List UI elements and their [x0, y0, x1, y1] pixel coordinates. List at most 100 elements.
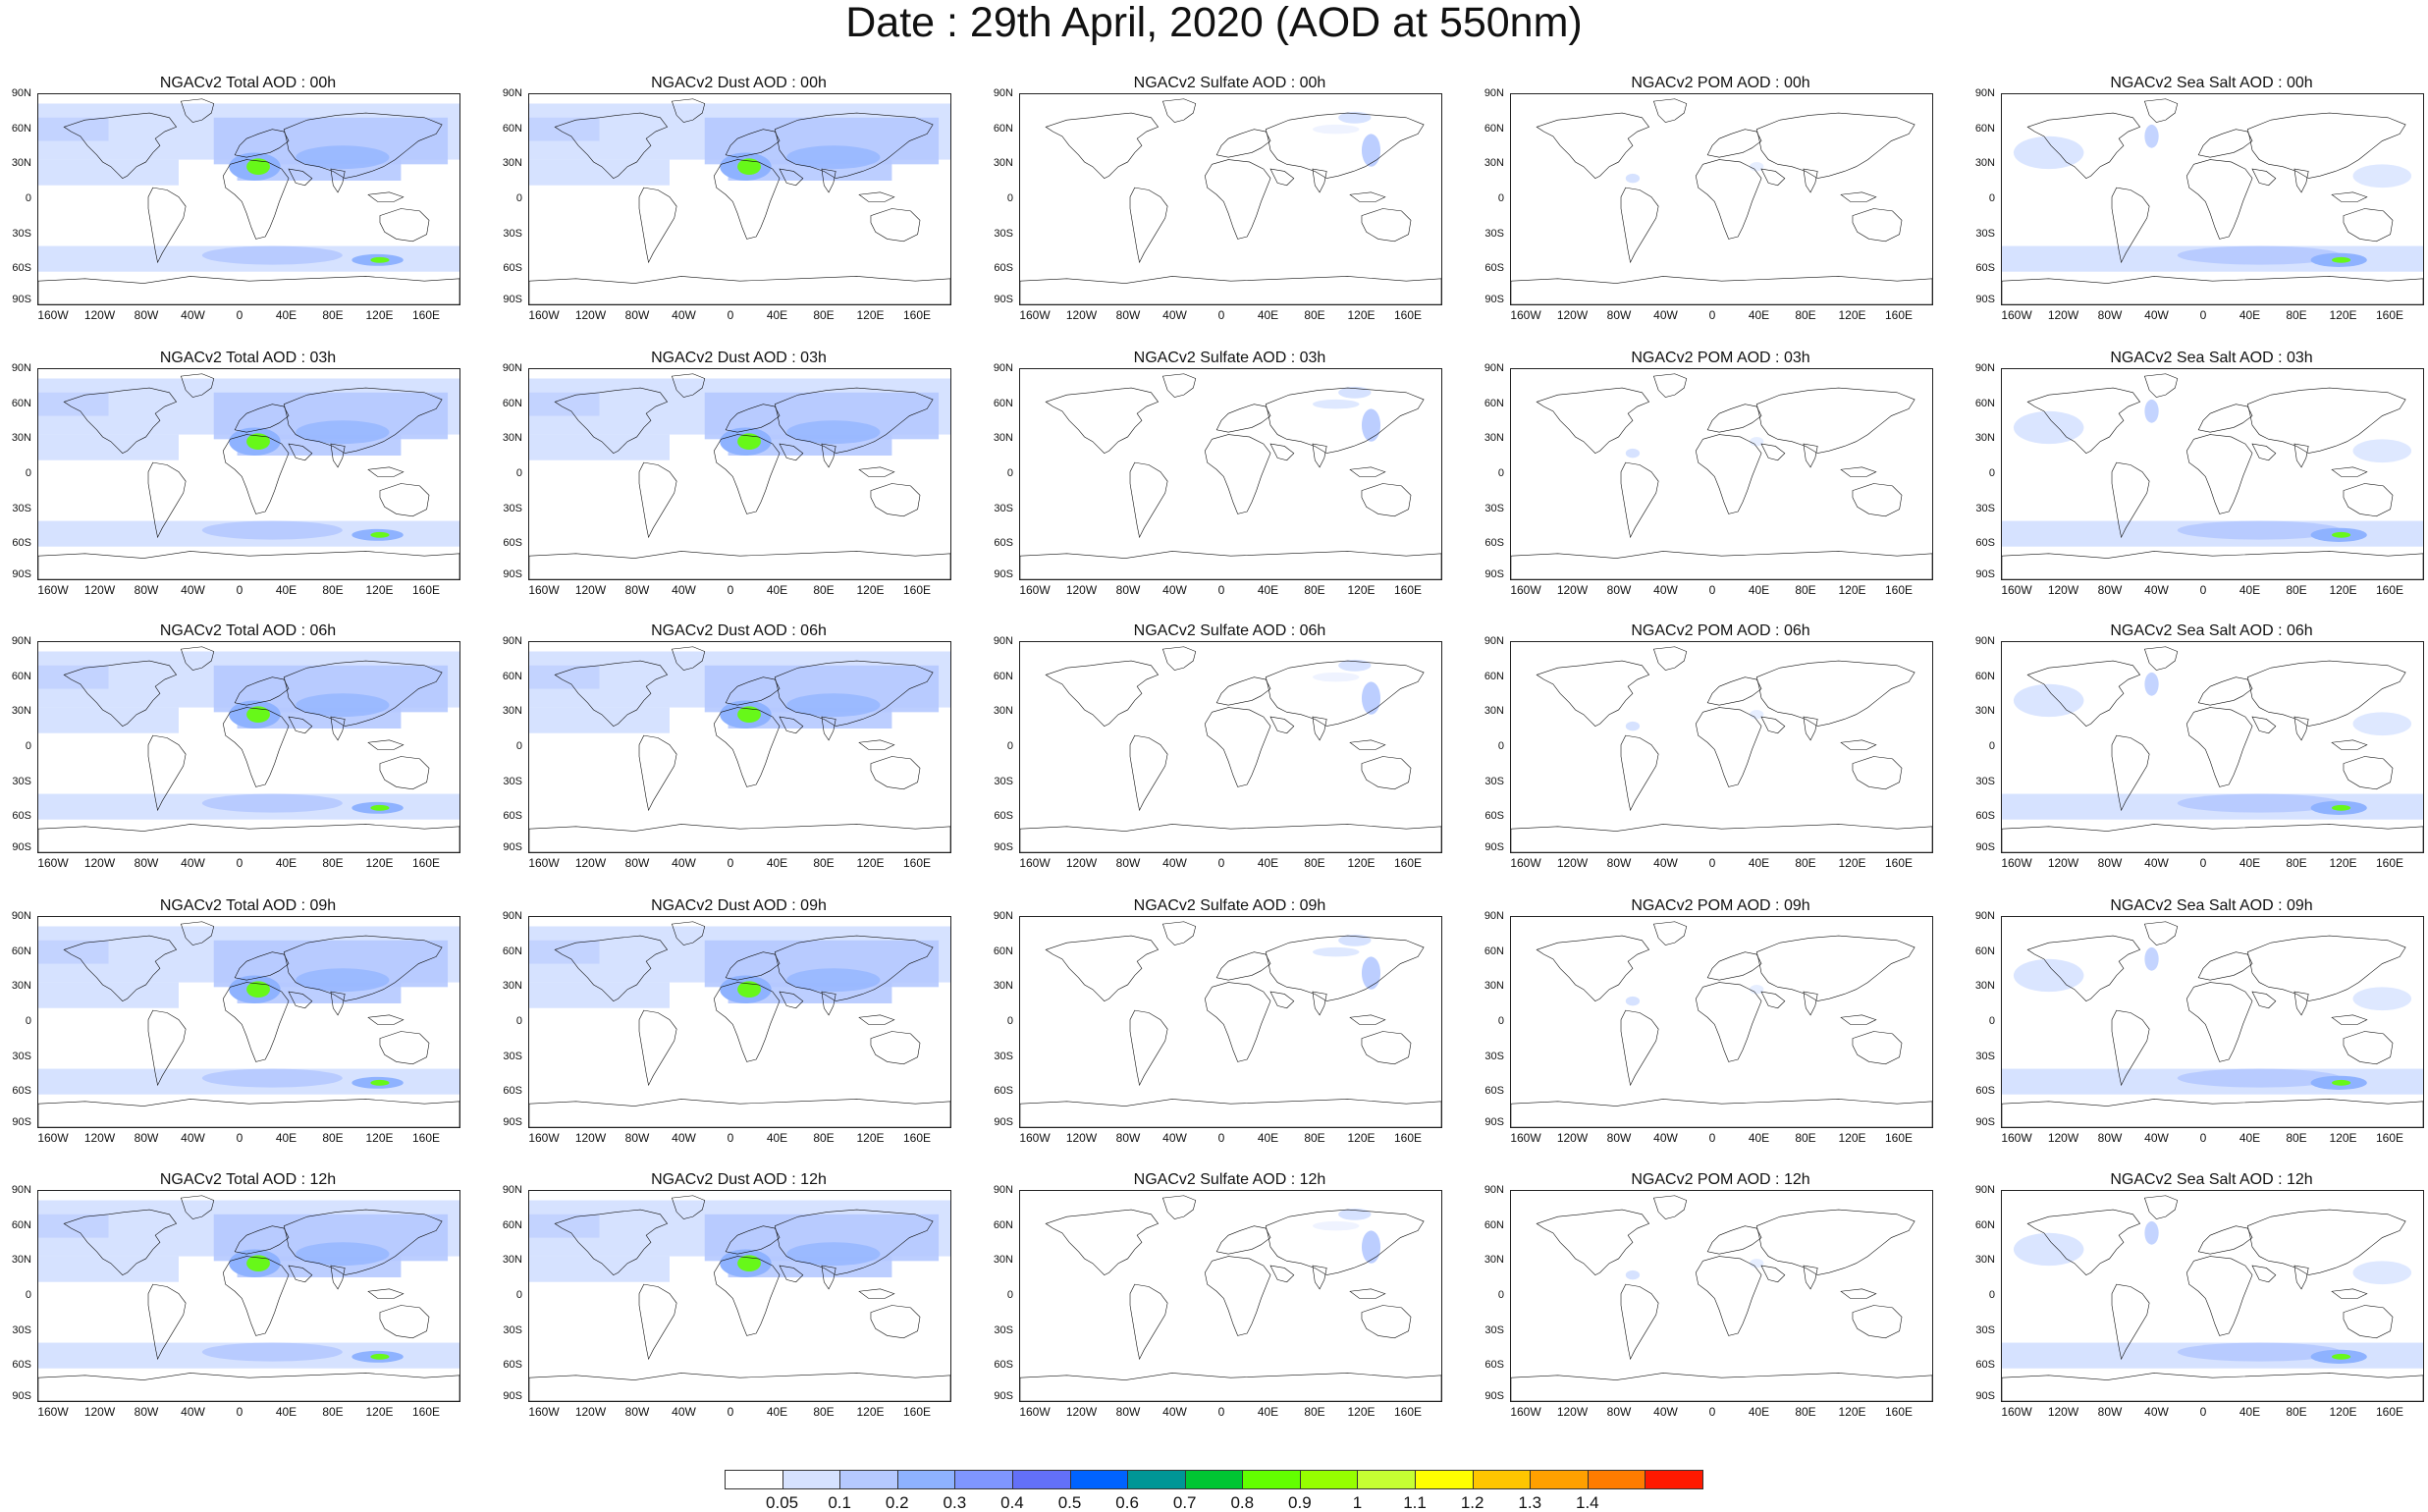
- colorbar: [725, 1470, 1703, 1489]
- continent-outline: [368, 192, 404, 202]
- longitude-tick-label: 120E: [856, 856, 885, 870]
- longitude-tick-label: 80E: [1304, 308, 1325, 322]
- aod-shading: [529, 982, 670, 1008]
- latitude-tick-label: 30S: [503, 502, 522, 514]
- aod-blob: [1312, 124, 1360, 135]
- aod-field: [1312, 1208, 1381, 1264]
- continent-outline: [2344, 757, 2393, 789]
- continent-outline: [1804, 169, 1817, 192]
- continent-outline: [1621, 1284, 1658, 1359]
- latitude-tick-label: 30N: [502, 1254, 522, 1267]
- continent-outline: [1350, 740, 1385, 750]
- latitude-tick-label: 60S: [1484, 1359, 1504, 1372]
- continent-outline: [1707, 405, 1761, 433]
- continent-outline: [380, 209, 429, 242]
- latitude-tick-label: 90S: [994, 841, 1013, 853]
- longitude-tick-label: 80E: [813, 1405, 835, 1419]
- continent-outline: [223, 160, 289, 240]
- panel-title: NGACv2 Sulfate AOD : 09h: [1133, 897, 1326, 914]
- continent-outline: [64, 661, 176, 727]
- continent-outline: [2112, 1010, 2149, 1085]
- panel-title: NGACv2 POM AOD : 00h: [1631, 75, 1810, 91]
- longitude-tick-label: 80W: [2097, 308, 2123, 322]
- longitude-tick-label: 160W: [37, 1405, 69, 1419]
- continent-outline: [1511, 551, 1932, 579]
- continent-outline: [235, 952, 289, 981]
- coastlines: [38, 922, 459, 1127]
- map-panel: NGACv2 Total AOD : 03h 90N 60N 30N 0 30S 60S 90…: [12, 351, 489, 618]
- aod-field: [529, 103, 950, 186]
- map-panel: NGACv2 Dust AOD : 12h 90N 60N 30N 0 30S 60S 90S…: [503, 1172, 980, 1439]
- continent-outline: [639, 1284, 676, 1359]
- longitude-tick-label: 120E: [365, 583, 394, 597]
- continent-outline: [1841, 192, 1876, 202]
- colorbar-swatch: [1357, 1470, 1417, 1489]
- longitude-tick-label: 120E: [1347, 1405, 1376, 1419]
- latitude-tick-label: 30N: [11, 432, 31, 445]
- continent-outline: [1853, 1032, 1902, 1064]
- aod-shading: [38, 982, 179, 1008]
- longitude-tick-label: 160E: [411, 583, 441, 597]
- panel-title: NGACv2 Dust AOD : 03h: [651, 350, 827, 366]
- continent-outline: [1270, 444, 1294, 460]
- continent-outline: [1761, 169, 1785, 186]
- colorbar-tick-label: 1.2: [1460, 1493, 1484, 1512]
- latitude-tick-label: 30S: [12, 502, 31, 514]
- colorbar-tick-label: 0.7: [1172, 1493, 1197, 1512]
- aod-blob: [737, 706, 761, 724]
- continent-outline: [1162, 922, 1195, 945]
- longitude-tick-label: 80W: [1115, 856, 1141, 870]
- aod-blob: [2352, 439, 2412, 463]
- latitude-tick-label: 90S: [994, 1390, 1013, 1402]
- world-map: [37, 916, 460, 1128]
- continent-outline: [2002, 1373, 2423, 1401]
- continent-outline: [1696, 708, 1761, 787]
- latitude-tick-label: 60N: [993, 122, 1013, 135]
- longitude-tick-label: 0: [1708, 856, 1716, 870]
- aod-blob: [1338, 1208, 1372, 1220]
- aod-field: [2002, 124, 2423, 272]
- longitude-tick-label: 120W: [83, 856, 116, 870]
- continent-outline: [529, 1099, 950, 1127]
- continent-outline: [2252, 444, 2276, 460]
- latitude-tick-label: 30S: [1975, 1323, 1995, 1336]
- map-panel: NGACv2 Sulfate AOD : 06h 90N 60N 30N 0 30S 60S…: [994, 622, 1471, 891]
- aod-field: [1312, 111, 1381, 167]
- longitude-tick-label: 160W: [1019, 1131, 1051, 1145]
- world-map: [1510, 641, 1933, 853]
- continent-outline: [2198, 1226, 2252, 1255]
- latitude-tick-label: 60N: [1974, 122, 1995, 135]
- world-map: [528, 368, 951, 580]
- continent-outline: [639, 462, 676, 537]
- longitude-tick-label: 0: [2199, 1131, 2207, 1145]
- continent-outline: [1313, 717, 1326, 740]
- aod-blob: [2332, 256, 2351, 263]
- latitude-tick-label: 90N: [1974, 87, 1995, 99]
- continent-outline: [1266, 388, 1424, 454]
- panel-title: NGACv2 Sulfate AOD : 06h: [1133, 622, 1326, 639]
- longitude-tick-label: 160W: [1019, 1405, 1051, 1419]
- continent-outline: [672, 647, 704, 671]
- continent-outline: [871, 484, 920, 516]
- latitude-tick-label: 30N: [993, 157, 1013, 170]
- aod-blob: [1750, 161, 1764, 172]
- continent-outline: [2294, 992, 2308, 1015]
- continent-outline: [726, 405, 780, 433]
- map-panel: NGACv2 POM AOD : 03h 90N 60N 30N 0 30S 60S 90S 1…: [1484, 351, 1962, 618]
- colorbar-swatch: [1587, 1470, 1646, 1489]
- continent-outline: [1216, 130, 1270, 158]
- longitude-tick-label: 120E: [1838, 856, 1866, 870]
- longitude-tick-label: 120E: [2329, 1405, 2357, 1419]
- map-svg: [529, 917, 950, 1127]
- latitude-tick-label: 0: [515, 1015, 522, 1027]
- latitude-tick-label: 30N: [993, 980, 1013, 993]
- continent-outline: [64, 388, 176, 454]
- aod-field: [529, 378, 950, 460]
- continent-outline: [780, 444, 803, 460]
- aod-blob: [2013, 958, 2084, 993]
- colorbar-tick-label: 0.4: [1000, 1493, 1024, 1512]
- aod-blob: [201, 520, 343, 540]
- continent-outline: [2002, 824, 2423, 852]
- latitude-tick-label: 30S: [994, 227, 1013, 240]
- longitude-tick-label: 160E: [902, 856, 932, 870]
